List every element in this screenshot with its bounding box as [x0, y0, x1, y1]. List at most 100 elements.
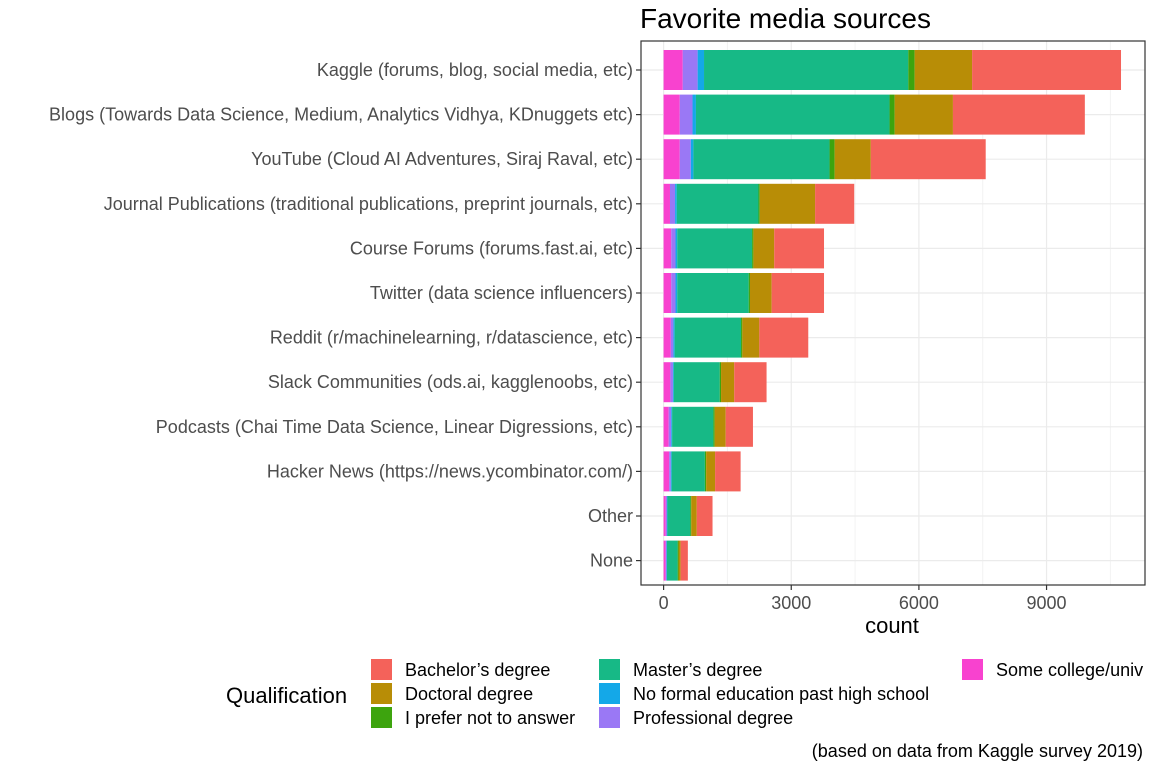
bar-segment [664, 139, 680, 179]
bar-segment [667, 541, 678, 581]
bar-segment [666, 496, 667, 536]
bar-segment [713, 407, 714, 447]
bar-segment [742, 318, 759, 358]
x-tick-label: 9000 [1027, 593, 1067, 613]
bar-segment [706, 451, 715, 491]
legend: Qualification Bachelor’s degreeDoctoral … [226, 659, 1143, 728]
y-tick-label: Slack Communities (ods.ai, kagglenoobs, … [268, 372, 633, 392]
chart-title: Favorite media sources [640, 3, 931, 34]
bar-segment [895, 95, 953, 135]
bar-segment [675, 318, 741, 358]
bar-segment [676, 273, 678, 313]
bar-segment [680, 95, 693, 135]
bar-segment [741, 318, 742, 358]
bar-segment [677, 228, 752, 268]
bar-segment [664, 541, 666, 581]
bar-segment [720, 362, 721, 402]
bar-segment [721, 362, 734, 402]
legend-label: No formal education past high school [633, 684, 929, 704]
bar-segment [664, 228, 672, 268]
bar-segment [753, 228, 774, 268]
x-tick-label: 3000 [771, 593, 811, 613]
bar-segment [680, 139, 691, 179]
bar-segment [670, 362, 673, 402]
legend-swatch [599, 707, 620, 728]
bar-segment [672, 407, 713, 447]
bar-segment [691, 139, 694, 179]
bar-segment [664, 362, 671, 402]
bar-segment [953, 95, 1085, 135]
bar-segment [726, 407, 753, 447]
bar-segment [715, 451, 741, 491]
legend-title: Qualification [226, 683, 347, 708]
bar-segment [705, 451, 706, 491]
legend-swatch [599, 659, 620, 680]
x-tick-label: 0 [659, 593, 669, 613]
legend-swatch [371, 659, 392, 680]
bar-segment [674, 362, 720, 402]
bar-segment [830, 139, 835, 179]
bar-segment [693, 95, 696, 135]
bar-segment [774, 228, 824, 268]
bar-segment [693, 139, 829, 179]
y-tick-label: Twitter (data science influencers) [370, 283, 633, 303]
bar-segment [673, 318, 674, 358]
bar-segment [758, 184, 759, 224]
bar-segment [697, 496, 713, 536]
y-tick-label: Course Forums (forums.fast.ai, etc) [350, 238, 633, 258]
bar-segment [698, 50, 704, 90]
bar-segment [715, 407, 726, 447]
bar-segment [749, 273, 750, 313]
bar-segment [908, 50, 914, 90]
y-tick-label: Podcasts (Chai Time Data Science, Linear… [156, 417, 633, 437]
bar-segment [677, 273, 748, 313]
bar-segment [690, 496, 691, 536]
legend-swatch [962, 659, 983, 680]
bar-segment [672, 451, 705, 491]
bar-segment [683, 50, 698, 90]
y-tick-label: Hacker News (https://news.ycombinator.co… [267, 461, 633, 481]
bar-segment [667, 496, 690, 536]
legend-swatch [371, 683, 392, 704]
legend-label: Professional degree [633, 708, 793, 728]
bar-segment [677, 184, 759, 224]
y-tick-label: Other [588, 506, 633, 526]
legend-label: Master’s degree [633, 660, 762, 680]
legend-label: Doctoral degree [405, 684, 533, 704]
bar-segment [890, 95, 895, 135]
legend-swatch [371, 707, 392, 728]
bar-segment [664, 95, 680, 135]
bar-segment [734, 362, 766, 402]
bar-segment [664, 184, 670, 224]
bar-segment [664, 407, 669, 447]
bar-segment [664, 273, 672, 313]
bar-segment [669, 451, 671, 491]
bar-segment [664, 50, 683, 90]
bar-segment [664, 496, 666, 536]
bar-segment [772, 273, 824, 313]
bar-segment [915, 50, 972, 90]
bar-segment [676, 228, 678, 268]
bar-segment [671, 451, 672, 491]
bar-segment [871, 139, 986, 179]
bar-segment [671, 273, 675, 313]
bar-segment [666, 541, 667, 581]
y-tick-label: Blogs (Towards Data Science, Medium, Ana… [49, 105, 633, 125]
bar-segment [671, 318, 674, 358]
legend-label: Some college/univ [996, 660, 1143, 680]
bar-segment [669, 407, 672, 447]
bar-segment [972, 50, 1121, 90]
y-tick-label: None [590, 551, 633, 571]
bar-segment [664, 318, 671, 358]
bar-segment [815, 184, 854, 224]
caption: (based on data from Kaggle survey 2019) [812, 741, 1143, 761]
legend-swatch [599, 683, 620, 704]
bar-segment [673, 362, 674, 402]
bar-segment [671, 228, 675, 268]
bar-segment [835, 139, 871, 179]
bar-segment [670, 184, 675, 224]
bar-segment [681, 541, 688, 581]
bar-segment [671, 407, 672, 447]
bar-segment [678, 541, 679, 581]
